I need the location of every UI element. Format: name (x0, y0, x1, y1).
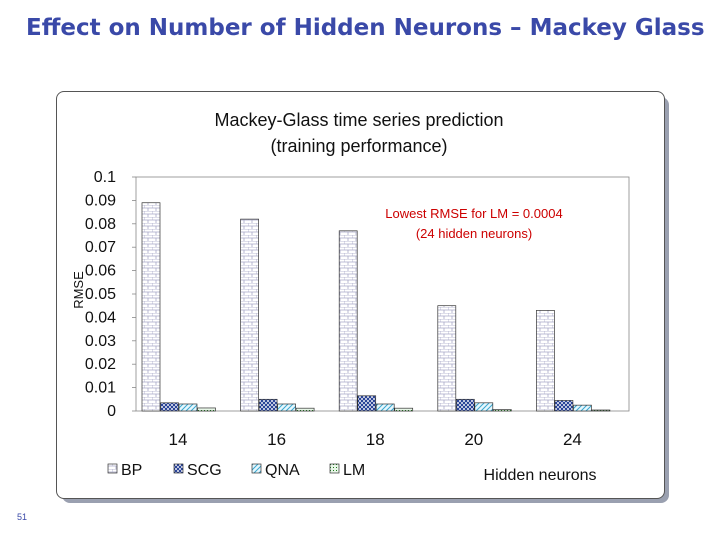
chart-title-line-2: (training performance) (270, 136, 447, 156)
bar-qna-24 (573, 404, 592, 412)
bar-lm-20 (492, 409, 512, 412)
bar-scg-20 (455, 398, 475, 412)
legend-label-scg: SCG (187, 462, 222, 479)
bar-bp-14 (141, 202, 161, 412)
y-tick-label: 0.05 (85, 286, 116, 303)
bar-bp-24 (536, 310, 555, 412)
slide-title: Effect on Number of Hidden Neurons – Mac… (26, 15, 705, 41)
bar-scg-14 (160, 402, 179, 412)
legend-label-bp: BP (121, 462, 142, 479)
legend-label-lm: LM (343, 462, 365, 479)
bar-qna-18 (375, 403, 395, 412)
y-tick-label: 0.09 (85, 192, 116, 209)
bar-scg-24 (554, 400, 574, 412)
bar-scg-18 (357, 395, 377, 412)
x-tick-label: 24 (563, 430, 582, 449)
bar-lm-24 (591, 409, 611, 412)
y-tick-label: 0.1 (94, 169, 116, 186)
legend-swatch-lm (329, 463, 340, 474)
legend-swatch-qna (251, 463, 262, 474)
x-tick-label: 20 (464, 430, 483, 449)
bar-qna-20 (474, 402, 494, 412)
slide-number: 51 (17, 512, 28, 522)
x-axis-label: Hidden neurons (484, 467, 597, 484)
annotation-line-1: Lowest RMSE for LM = 0.0004 (385, 206, 562, 221)
chart-title-line-1: Mackey-Glass time series prediction (214, 110, 503, 130)
bar-bp-20 (437, 305, 457, 412)
bar-lm-14 (197, 407, 216, 412)
bar-qna-14 (178, 403, 198, 412)
y-tick-label: 0.08 (85, 216, 116, 233)
y-tick-label: 0.03 (85, 333, 116, 350)
bar-scg-16 (258, 398, 278, 412)
bar-lm-16 (295, 407, 315, 412)
bar-lm-18 (394, 407, 414, 412)
y-tick-label: 0.02 (85, 356, 116, 373)
x-tick-label: 18 (366, 430, 385, 449)
y-tick-label: 0.06 (85, 263, 116, 280)
bar-bp-16 (240, 218, 259, 412)
legend-swatch-scg (173, 463, 184, 474)
rmse-bar-chart: Mackey-Glass time series prediction (tra… (71, 110, 630, 484)
y-tick-label: 0.07 (85, 239, 116, 256)
bar-qna-16 (277, 403, 296, 412)
y-tick-label: 0.01 (85, 380, 116, 397)
y-tick-label: 0.04 (85, 309, 116, 326)
bar-bp-18 (338, 230, 358, 412)
y-axis-label: RMSE (71, 271, 86, 309)
y-tick-label: 0 (107, 403, 116, 420)
x-tick-label: 14 (169, 430, 188, 449)
legend-label-qna: QNA (265, 462, 300, 479)
legend-swatch-bp (107, 463, 118, 474)
x-tick-label: 16 (267, 430, 286, 449)
annotation-line-2: (24 hidden neurons) (416, 226, 532, 241)
